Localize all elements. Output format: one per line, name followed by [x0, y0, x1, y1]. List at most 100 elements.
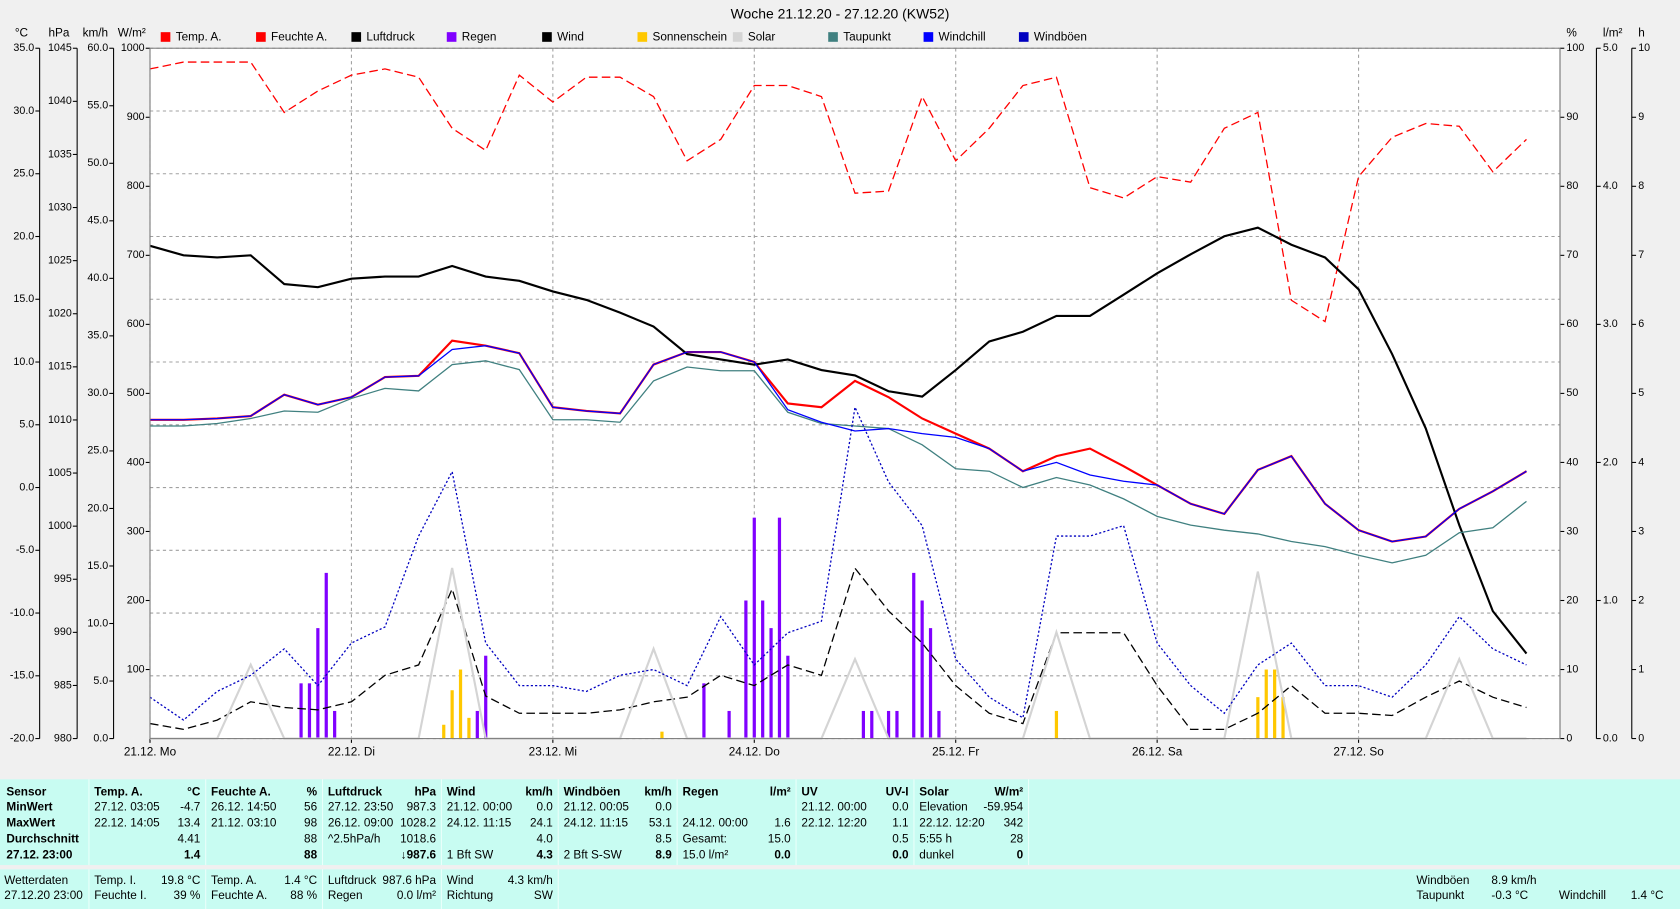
y-tick-label: 60.0: [87, 42, 108, 54]
current-label: Luftdruck: [328, 874, 377, 887]
bar: [1281, 697, 1285, 739]
table-cell: 56: [304, 800, 318, 813]
bar: [467, 717, 471, 739]
bar: [928, 628, 933, 739]
bar: [744, 600, 748, 739]
plot-border: [149, 47, 1561, 740]
plot-area: [150, 48, 1560, 739]
axis-unit: %: [1566, 26, 1577, 39]
axis-unit: W/m²: [118, 26, 146, 39]
table-cell: 22.12. 12:20: [919, 816, 985, 829]
bar: [660, 731, 664, 739]
table-cell: -59.954: [983, 800, 1023, 813]
line: [149, 404, 1527, 721]
table-cell: 24.12. 00:00: [683, 816, 749, 829]
table-header: UV: [801, 785, 817, 798]
legend-swatch: [446, 32, 457, 42]
axis-unit: h: [1638, 26, 1645, 39]
y-tick-label: -15.0: [10, 670, 34, 682]
table-header: Feuchte A.: [211, 785, 271, 798]
y-tick-label: 20: [1566, 594, 1578, 606]
table-header: Temp. A.: [94, 785, 142, 798]
table-unit: W/m²: [994, 785, 1023, 798]
y-tick-label: 45.0: [87, 215, 108, 227]
line: [150, 360, 1527, 564]
legend-swatch: [1018, 32, 1029, 42]
current-value: 88 %: [290, 889, 317, 902]
y-tick-label: 4: [1638, 456, 1644, 468]
table-cell: 24.12. 11:15: [447, 816, 512, 829]
table-cell: 24.12. 11:15: [564, 816, 629, 829]
table-cell: 26.12. 14:50: [211, 800, 277, 813]
bar: [450, 690, 454, 739]
y-tick-label: 10.0: [87, 617, 108, 629]
y-tick-label: 1005: [48, 467, 72, 479]
bar: [484, 655, 488, 739]
y-tick-label: 0.0: [93, 732, 108, 744]
current-value: 0.0 l/m²: [397, 889, 436, 902]
current-value: 1.4 °C: [284, 874, 317, 887]
y-tick-label: 600: [127, 318, 145, 330]
table-cell: 0: [1017, 849, 1024, 862]
current-value: 1.4 °C: [1631, 889, 1664, 902]
y-tick-label: 100: [1566, 42, 1584, 54]
y-tick-label: 8: [1638, 180, 1644, 192]
table-unit: km/h: [525, 785, 552, 798]
line: [149, 566, 1527, 731]
y-tick-label: 3.0: [1603, 318, 1618, 330]
axis-unit: °C: [15, 26, 29, 39]
bar: [727, 710, 731, 739]
table-cell: 27.12. 23:50: [328, 800, 394, 813]
y-tick-label: 9: [1638, 111, 1644, 123]
bar: [316, 628, 320, 739]
table-unit: km/h: [644, 785, 671, 798]
table-cell: 1.1: [892, 816, 908, 829]
legend-label: Taupunkt: [843, 31, 891, 44]
line: [150, 345, 1527, 543]
table-cell: 22.12. 12:20: [801, 816, 867, 829]
y-tick-label: 700: [127, 249, 145, 261]
bar: [920, 600, 924, 739]
y-tick-label: 5.0: [93, 675, 108, 687]
y-tick-label: 40: [1566, 456, 1578, 468]
bar: [702, 683, 706, 739]
x-tick-label: 25.12. Fr: [932, 746, 979, 759]
current-panel: [0, 869, 1680, 909]
current-value: 8.9 km/h: [1491, 874, 1536, 887]
legend-label: Windchill: [939, 31, 986, 44]
axis-unit: km/h: [83, 26, 108, 39]
y-tick-label: 1045: [48, 42, 72, 54]
table-cell: 21.12. 00:00: [447, 800, 513, 813]
table-cell: ↓987.6: [401, 849, 437, 862]
table-cell: 15.0: [768, 832, 791, 845]
legend-label: Wind: [557, 31, 584, 44]
y-tick-label: 500: [127, 387, 145, 399]
bar: [769, 628, 773, 739]
table-cell: 53.1: [649, 816, 672, 829]
y-tick-label: 1000: [48, 520, 72, 532]
current-label: Windchill: [1559, 889, 1606, 902]
y-tick-label: 20.0: [87, 502, 108, 514]
table-cell: Elevation: [919, 800, 967, 813]
legend-label: Solar: [748, 31, 776, 44]
y-tick-label: -5.0: [16, 544, 34, 556]
bar: [912, 572, 916, 739]
y-tick-label: 40.0: [87, 272, 108, 284]
y-tick-label: 995: [54, 573, 72, 585]
legend-swatch: [923, 32, 934, 42]
legend-label: Luftdruck: [366, 31, 415, 44]
table-unit: %: [307, 785, 318, 798]
table-cell: 1 Bft SW: [447, 849, 494, 862]
legend-swatch: [542, 32, 552, 42]
table-cell: 0.0: [892, 800, 909, 813]
current-label: Taupunkt: [1416, 889, 1464, 902]
bar: [1264, 669, 1268, 739]
current-label: 27.12.20 23:00: [4, 889, 83, 902]
y-tick-label: 990: [54, 626, 72, 638]
y-tick-label: 1000: [121, 42, 145, 54]
y-tick-label: 60: [1566, 318, 1578, 330]
table-cell: 8.5: [655, 832, 672, 845]
current-value: 39 %: [174, 889, 201, 902]
bar: [307, 683, 312, 739]
